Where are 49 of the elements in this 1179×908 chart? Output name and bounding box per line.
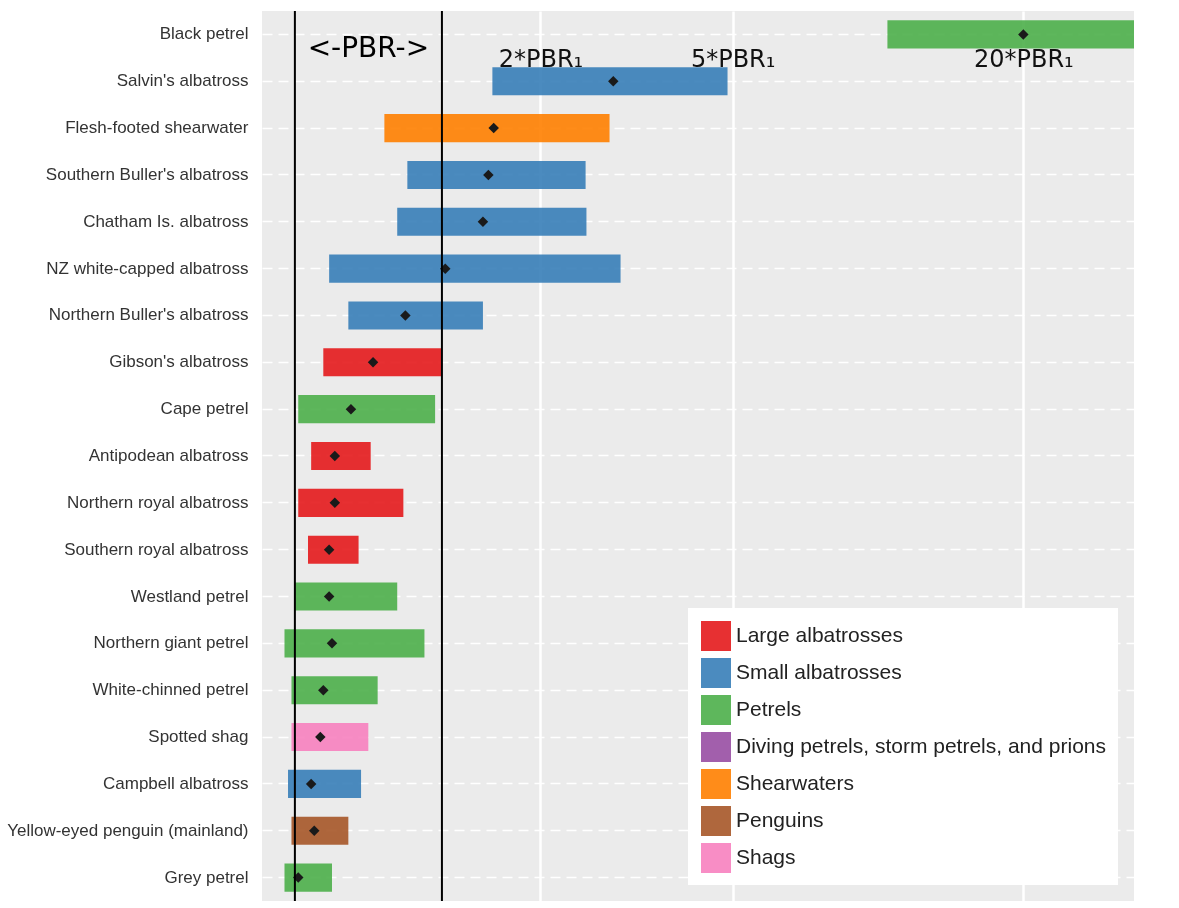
y-tick-label: Salvin's albatross: [116, 71, 249, 91]
bar: [384, 114, 610, 143]
legend-label: Diving petrels, storm petrels, and prions: [736, 734, 1106, 757]
y-tick-label: Westland petrel: [130, 586, 249, 606]
y-tick-label: NZ white-capped albatross: [46, 258, 249, 278]
bar: [311, 441, 371, 471]
y-tick-label: White-chinned petrel: [92, 680, 249, 700]
legend-label: Shearwaters: [736, 771, 854, 794]
legend-label: Petrels: [736, 697, 802, 720]
legend-label: Large albatrosses: [736, 623, 903, 646]
y-tick-label: Northern Buller's albatross: [48, 305, 249, 325]
bar: [291, 723, 369, 752]
y-tick-label: Northern giant petrel: [93, 633, 249, 653]
y-tick-label: Southern royal albatross: [64, 539, 249, 559]
x-tick-label: 20*PBR₁: [973, 44, 1074, 73]
bar: [348, 301, 483, 330]
legend-label: Penguins: [736, 808, 824, 831]
y-tick-label: Campbell albatross: [102, 773, 249, 793]
x-tick-label: 2*PBR₁: [498, 44, 584, 73]
legend-label: Small albatrosses: [736, 660, 902, 683]
bar: [291, 676, 378, 705]
bar: [308, 535, 359, 564]
y-tick-label: Cape petrel: [160, 399, 249, 419]
y-tick-label: Gibson's albatross: [109, 352, 249, 372]
bar: [291, 816, 349, 845]
y-tick-label: Spotted shag: [148, 727, 249, 747]
y-tick-label: Grey petrel: [164, 867, 249, 887]
bar: [284, 863, 332, 892]
bar: [407, 160, 586, 189]
y-tick-label: Black petrel: [159, 24, 249, 44]
bar: [298, 488, 404, 517]
bar: [323, 348, 442, 377]
y-tick-label: Yellow-eyed penguin (mainland): [7, 820, 249, 840]
bar: [397, 207, 587, 236]
annotation: <-PBR->: [307, 31, 430, 64]
bar: [492, 67, 728, 96]
y-tick-label: Flesh-footed shearwater: [65, 118, 249, 138]
x-tick-label: 5*PBR₁: [690, 44, 776, 73]
bar: [288, 769, 362, 798]
y-tick-label: Chatham Is. albatross: [83, 211, 249, 231]
legend-label: Shags: [736, 845, 796, 868]
bar: [887, 20, 1134, 49]
y-tick-label: Northern royal albatross: [67, 492, 249, 512]
bar: [294, 582, 398, 611]
bar: [329, 254, 621, 283]
y-tick-label: Antipodean albatross: [88, 446, 249, 465]
bar: [284, 629, 425, 658]
y-tick-label: Southern Buller's albatross: [45, 164, 249, 184]
bar: [298, 395, 436, 424]
